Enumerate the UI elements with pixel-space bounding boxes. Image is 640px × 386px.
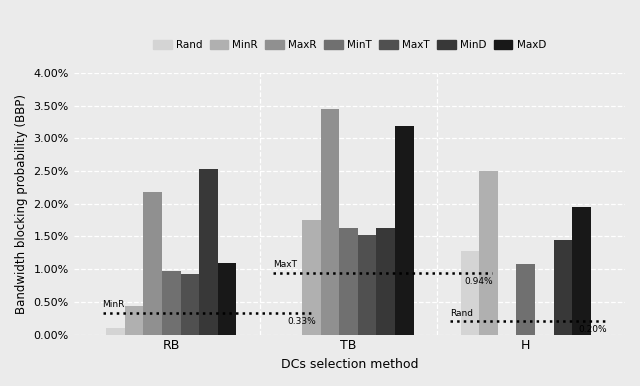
Text: 0.20%: 0.20% [578,325,607,334]
Text: MaxT: MaxT [273,260,297,269]
Bar [358,235,376,335]
Bar [516,264,535,335]
Bar [106,328,125,335]
Bar [180,274,199,335]
Legend: Rand, MinR, MaxR, MinT, MaxT, MinD, MaxD: Rand, MinR, MaxR, MinT, MaxT, MinD, MaxD [148,36,550,54]
X-axis label: DCs selection method: DCs selection method [281,358,418,371]
Bar [395,127,413,335]
Bar [554,240,572,335]
Bar [125,306,143,335]
Bar [572,207,591,335]
Bar [302,220,321,335]
Text: 0.33%: 0.33% [287,317,316,326]
Bar [218,262,236,335]
Text: MinR: MinR [102,300,125,309]
Bar [321,109,339,335]
Text: 0.94%: 0.94% [465,277,493,286]
Bar [199,169,218,335]
Text: Rand: Rand [450,308,473,318]
Bar [461,251,479,335]
Bar [376,228,395,335]
Bar [339,228,358,335]
Y-axis label: Bandwidth blocking probability (BBP): Bandwidth blocking probability (BBP) [15,94,28,314]
Bar [143,192,162,335]
Bar [162,271,180,335]
Bar [479,171,498,335]
